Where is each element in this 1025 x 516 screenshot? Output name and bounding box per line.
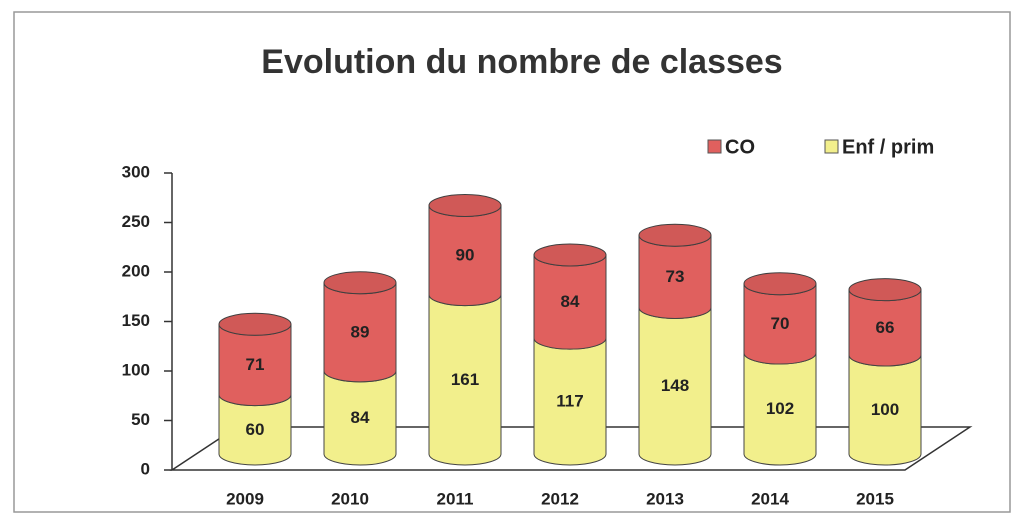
data-label: 90 <box>456 246 475 265</box>
data-label: 148 <box>661 376 689 395</box>
y-tick-label: 300 <box>122 162 150 181</box>
legend-swatch <box>707 139 722 154</box>
bar-top <box>848 278 922 302</box>
y-tick-label: 100 <box>122 360 150 379</box>
bar-top <box>533 243 607 267</box>
legend-label: CO <box>725 136 755 158</box>
bar-top <box>323 271 397 295</box>
y-tick-label: 0 <box>141 459 150 478</box>
legend-swatch <box>824 139 839 154</box>
data-label: 84 <box>561 292 580 311</box>
data-label: 89 <box>351 322 370 341</box>
y-tick-label: 50 <box>131 410 150 429</box>
bar-top <box>638 223 712 247</box>
data-label: 60 <box>246 420 265 439</box>
x-tick-label: 2011 <box>437 489 474 508</box>
data-label: 117 <box>556 392 583 411</box>
x-tick-label: 2013 <box>646 489 684 508</box>
data-label: 66 <box>876 318 895 337</box>
data-label: 161 <box>451 370 479 389</box>
x-tick-label: 2014 <box>751 489 789 508</box>
y-tick-label: 250 <box>122 212 150 231</box>
data-label: 102 <box>766 399 794 418</box>
data-label: 71 <box>246 355 265 374</box>
x-tick-label: 2010 <box>331 489 369 508</box>
y-tick-label: 150 <box>122 311 150 330</box>
x-tick-label: 2009 <box>226 489 264 508</box>
data-label: 73 <box>666 267 685 286</box>
bar-top <box>743 272 817 296</box>
data-label: 70 <box>771 314 790 333</box>
y-tick-label: 200 <box>122 261 150 280</box>
bar-top <box>218 312 292 336</box>
bar-top <box>428 194 502 218</box>
chart-title: Evolution du nombre de classes <box>261 43 782 81</box>
data-label: 100 <box>871 400 899 419</box>
data-label: 84 <box>351 408 370 427</box>
x-tick-label: 2015 <box>856 489 894 508</box>
x-tick-label: 2012 <box>541 489 579 508</box>
legend-label: Enf / prim <box>842 136 934 158</box>
